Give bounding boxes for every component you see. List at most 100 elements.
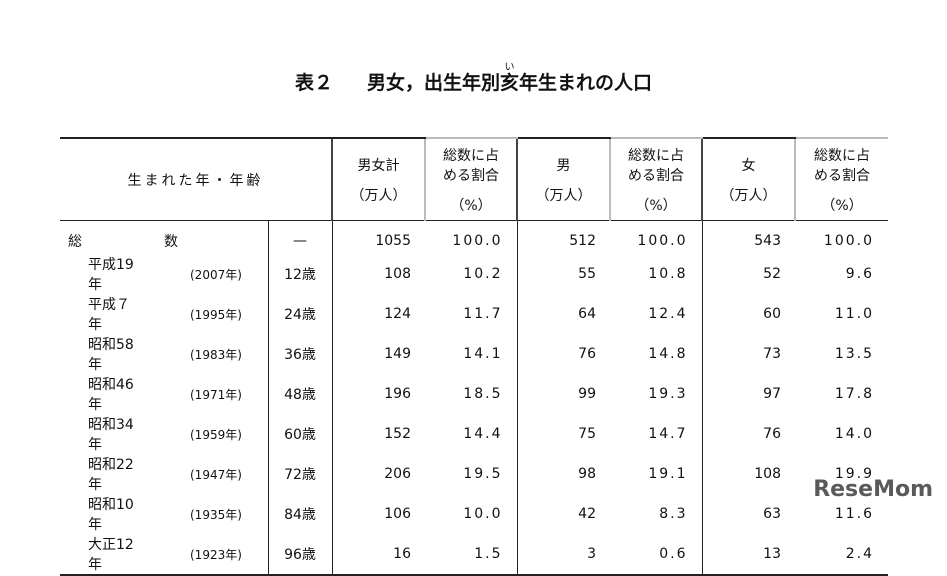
year: (2007年) [190,267,242,282]
cell: 152 [331,414,425,454]
era: 昭和58年 [88,337,134,373]
cell: 75 [516,414,610,454]
cell: 12.4 [648,306,688,322]
cell: 63 [701,494,795,534]
cell: 98 [516,454,610,494]
header-unit: （%） [821,197,863,214]
cell: 3 [516,534,610,576]
cell: 1.5 [425,534,517,576]
header-line: 総数に占 [443,147,499,164]
age: 24歳 [267,294,332,334]
cell: 11.0 [834,306,874,322]
cell: 76 [516,334,610,374]
era: 昭和22年 [88,457,134,493]
ruby-text: い [500,62,519,73]
cell: 149 [331,334,425,374]
cell: 11.7 [463,306,503,322]
cell: 196 [331,374,425,414]
header-unit: （万人） [535,187,592,204]
row: 昭和10年 (1935年) 84歳 106 10.0 42 8.3 63 11.6 [60,494,888,534]
cell: 100.0 [452,232,503,249]
header-unit: （%） [450,197,492,214]
row: 昭和46年 (1971年) 48歳 196 18.5 99 19.3 97 17.8 [60,374,888,414]
year: (1971年) [190,387,242,402]
header-unit: （万人） [720,187,777,204]
year: (1995年) [190,307,242,322]
header-line: 総数に占 [628,147,684,164]
header-line: める割合 [628,167,684,184]
age: — [267,220,332,254]
row: 昭和34年 (1959年) 60歳 152 14.4 75 14.7 76 14.0 [60,414,888,454]
title-kanji: 亥 [500,72,520,94]
column-header: 総数に占める割合 （%） [609,137,702,221]
year: (1935年) [190,507,242,522]
total-label: 総 数 [68,233,196,250]
column-header: 総数に占める割合 （%） [424,137,517,221]
row: 昭和22年 (1947年) 72歳 206 19.5 98 19.1 108 19.9 [60,454,888,494]
cell: 10.0 [463,506,503,522]
cell: 14.4 [463,426,503,442]
title: 表２ 男女，出生年別亥い年生まれの人口 [0,62,947,95]
year: (1947年) [190,467,242,482]
era: 昭和46年 [88,377,134,413]
era: 大正12年 [60,534,150,576]
cell: 100.0 [637,232,688,249]
table-label: 表２ [294,72,333,94]
header-line: める割合 [443,167,499,184]
cell: 18.5 [463,386,503,402]
era: 昭和34年 [88,417,134,453]
row: 昭和58年 (1983年) 36歳 149 14.1 76 14.8 73 13.5 [60,334,888,374]
cell: 16 [331,534,425,576]
cell: 108 [331,254,425,294]
cell: 76 [701,414,795,454]
cell: 14.7 [648,426,688,442]
age: 48歳 [267,374,332,414]
watermark: ReseMom [813,477,933,502]
cell: 52 [701,254,795,294]
header-label: 生まれた年・年齢 [60,137,332,221]
header-line: める割合 [814,167,870,184]
row: 平成７年 (1995年) 24歳 124 11.7 64 12.4 60 11.0 [60,294,888,334]
header-line: 総数に占 [814,147,870,164]
page: 表２ 男女，出生年別亥い年生まれの人口 生まれた年・年齢 男女計 （万人） 総数に占 める… [0,62,947,576]
cell: 9.6 [845,266,874,282]
cell: 1055 [331,220,425,254]
cell: 10.8 [648,266,688,282]
cell: 100.0 [823,232,874,249]
cell: 14.1 [463,346,503,362]
column-header: 男女計 （万人） [331,137,425,221]
cell: 2.4 [795,534,888,576]
table: 生まれた年・年齢 男女計 （万人） 総数に占 める割合 （%） 男 （万人） 総数に占 める割合 （… [60,137,888,576]
cell: 19.1 [648,466,688,482]
age: 84歳 [267,494,332,534]
cell: 19.5 [463,466,503,482]
era: 昭和10年 [88,497,134,533]
cell: 19.9 [834,466,874,482]
row: 大正12年 (1923年) 96歳 16 1.5 3 0.6 13 2.4 [60,534,888,576]
age: 72歳 [267,454,332,494]
header-unit: （%） [635,197,677,214]
header-line: 女 [741,157,756,174]
column-header: 男 （万人） [516,137,610,221]
row: 平成19年 (2007年) 12歳 108 10.2 55 10.8 52 9.6 [60,254,888,294]
total-row: 総 数 —1055 100.0 512 100.0 543 100.0 [60,220,888,254]
title-text: 男女，出生年別 [366,72,500,94]
cell: 99 [516,374,610,414]
column-header: 女 （万人） [701,137,795,221]
cell: 97 [701,374,795,414]
cell: 543 [701,220,795,254]
cell: 10.2 [463,266,503,282]
cell: 106 [331,494,425,534]
year: (1959年) [190,427,242,442]
cell: 19.3 [648,386,688,402]
cell: 42 [516,494,610,534]
cell: 55 [516,254,610,294]
cell: 64 [516,294,610,334]
cell: 206 [331,454,425,494]
age: 60歳 [267,414,332,454]
year: (1983年) [190,347,242,362]
cell: 512 [516,220,610,254]
ruby: 亥い [500,62,520,94]
header-line: 男女計 [357,157,400,174]
age: 36歳 [267,334,332,374]
